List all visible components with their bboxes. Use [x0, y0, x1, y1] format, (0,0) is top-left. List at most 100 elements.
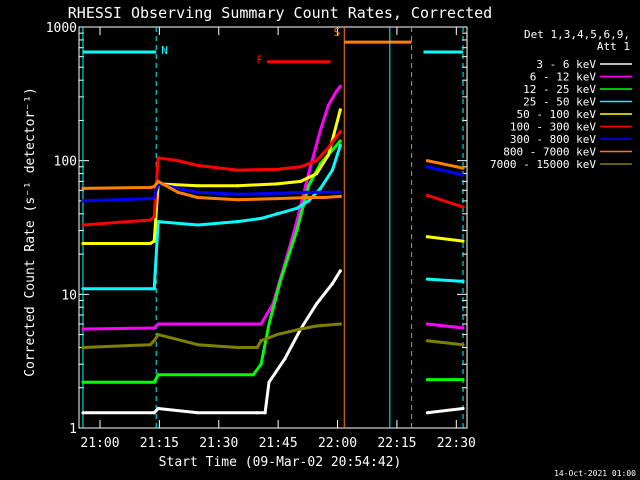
- data-point: [461, 378, 465, 382]
- data-point: [425, 411, 429, 415]
- data-point: [326, 103, 330, 107]
- legend-label: 12 - 25 keV: [523, 83, 596, 96]
- data-point: [425, 277, 429, 281]
- data-point: [283, 357, 287, 361]
- data-point: [338, 322, 342, 326]
- data-point: [235, 168, 239, 172]
- data-point: [81, 241, 85, 246]
- data-point: [425, 339, 429, 343]
- interval-label: F: [256, 54, 263, 67]
- series-line: [82, 85, 464, 331]
- legend-label: 6 - 12 keV: [530, 71, 597, 84]
- legend-header: Det 1,3,4,5,6,9,: [524, 28, 630, 41]
- data-point: [315, 302, 319, 306]
- data-point: [259, 362, 263, 366]
- data-point: [315, 324, 319, 328]
- data-point: [295, 206, 299, 210]
- data-point: [156, 179, 160, 183]
- x-tick-label: 21:00: [80, 436, 119, 451]
- data-point: [148, 343, 152, 347]
- data-point: [152, 239, 156, 243]
- legend-label: 7000 - 15000 keV: [490, 158, 596, 171]
- legend-label: 3 - 6 keV: [536, 58, 596, 71]
- data-point: [196, 184, 200, 188]
- data-point: [307, 190, 311, 194]
- data-point: [196, 373, 200, 377]
- data-point: [425, 322, 429, 326]
- data-point: [307, 199, 311, 203]
- x-tick-label: 21:15: [140, 436, 179, 451]
- data-point: [461, 173, 465, 177]
- data-point: [425, 378, 429, 382]
- data-point: [251, 322, 255, 326]
- y-tick-label: 1000: [46, 21, 77, 36]
- data-point: [275, 333, 279, 337]
- data-point: [315, 159, 319, 163]
- data-point: [338, 139, 342, 143]
- data-point: [148, 218, 152, 222]
- data-point: [152, 195, 156, 200]
- data-point: [176, 159, 180, 163]
- chart-title: RHESSI Observing Summary Count Rates, Co…: [68, 4, 492, 22]
- data-point: [148, 241, 152, 246]
- data-point: [318, 186, 323, 190]
- plot-area: [78, 26, 468, 429]
- data-point: [307, 172, 311, 176]
- data-point: [461, 343, 465, 347]
- data-point: [461, 406, 465, 411]
- data-point: [267, 322, 271, 326]
- data-point: [338, 130, 342, 134]
- data-point: [299, 327, 303, 331]
- data-point: [461, 326, 465, 330]
- data-point: [235, 198, 239, 202]
- legend-label: 25 - 50 keV: [523, 96, 596, 109]
- legend-label: 100 - 300 keV: [510, 121, 596, 134]
- data-point: [326, 153, 330, 157]
- data-point: [299, 165, 303, 169]
- data-point: [152, 339, 156, 343]
- data-point: [196, 163, 200, 168]
- data-point: [156, 156, 160, 160]
- data-point: [255, 345, 259, 350]
- interval-label: S: [334, 26, 341, 39]
- data-point: [338, 190, 342, 194]
- x-tick-label: 22:15: [377, 436, 416, 451]
- data-point: [251, 373, 255, 377]
- data-point: [235, 192, 239, 196]
- data-point: [81, 327, 85, 331]
- data-point: [338, 194, 342, 198]
- data-point: [315, 172, 319, 176]
- data-point: [81, 380, 85, 384]
- data-point: [330, 282, 334, 286]
- data-point: [81, 186, 85, 190]
- data-point: [156, 322, 160, 326]
- data-point: [338, 108, 342, 112]
- data-point: [81, 287, 85, 291]
- legend-label: 50 - 100 keV: [517, 108, 597, 121]
- data-point: [156, 220, 160, 224]
- data-point: [196, 190, 200, 194]
- data-point: [330, 148, 334, 152]
- series-line: [83, 109, 464, 245]
- data-point: [152, 411, 156, 415]
- data-point: [338, 143, 342, 147]
- y-tick-label: 1: [69, 422, 77, 437]
- series-line: [83, 144, 464, 291]
- data-point: [461, 239, 465, 243]
- data-point: [334, 89, 338, 93]
- data-point: [461, 279, 465, 283]
- data-point: [275, 182, 279, 186]
- data-point: [148, 185, 152, 190]
- data-point: [156, 373, 160, 377]
- footer-date: 14-Oct-2021 01:00: [554, 469, 636, 478]
- data-point: [196, 322, 200, 326]
- data-point: [425, 165, 429, 169]
- data-point: [235, 220, 239, 224]
- data-point: [196, 223, 200, 227]
- data-point: [275, 212, 279, 216]
- data-point: [275, 167, 279, 171]
- data-point: [156, 406, 160, 411]
- data-point: [318, 128, 323, 132]
- data-point: [279, 277, 283, 281]
